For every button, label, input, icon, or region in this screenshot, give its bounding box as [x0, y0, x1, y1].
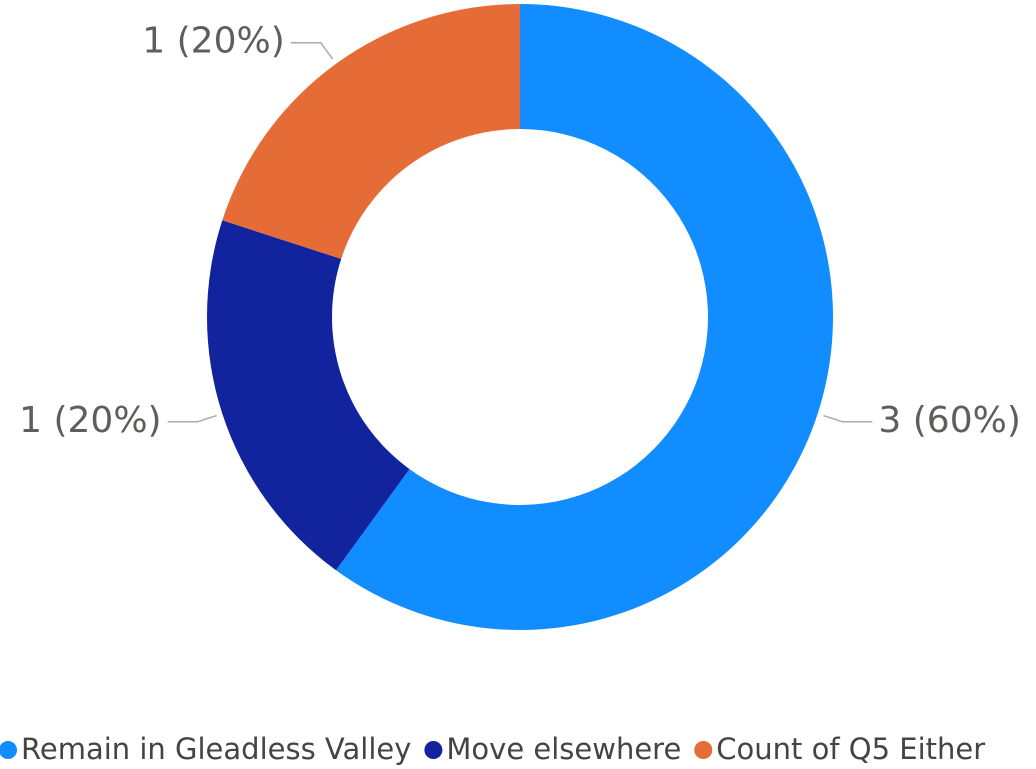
legend-marker [424, 741, 443, 759]
legend-marker [694, 741, 713, 759]
leader-line [167, 414, 217, 423]
leader-line [290, 41, 334, 60]
donut-slice [336, 4, 834, 631]
legend-label: Count of Q5 Either [716, 732, 985, 766]
data-label: 3 (60%) [878, 400, 1020, 441]
donut-slice [222, 4, 520, 259]
data-label: 1 (20%) [142, 21, 284, 62]
leader-line [823, 414, 873, 423]
legend-label: Remain in Gleadless Valley [21, 732, 411, 766]
legend-marker [0, 741, 17, 759]
data-label: 1 (20%) [19, 400, 161, 441]
legend-label: Move elsewhere [446, 732, 681, 766]
donut-slice [207, 220, 410, 571]
